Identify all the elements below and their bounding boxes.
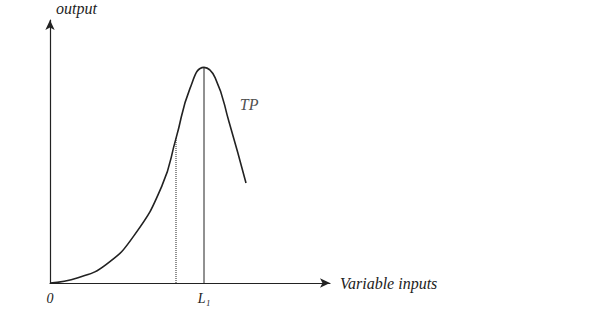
svg-text:Variable inputs: Variable inputs [340,275,437,293]
svg-text:L₁: L₁ [197,291,211,306]
svg-text:output: output [56,0,97,18]
svg-text:TP: TP [240,96,259,113]
svg-text:0: 0 [47,291,54,306]
